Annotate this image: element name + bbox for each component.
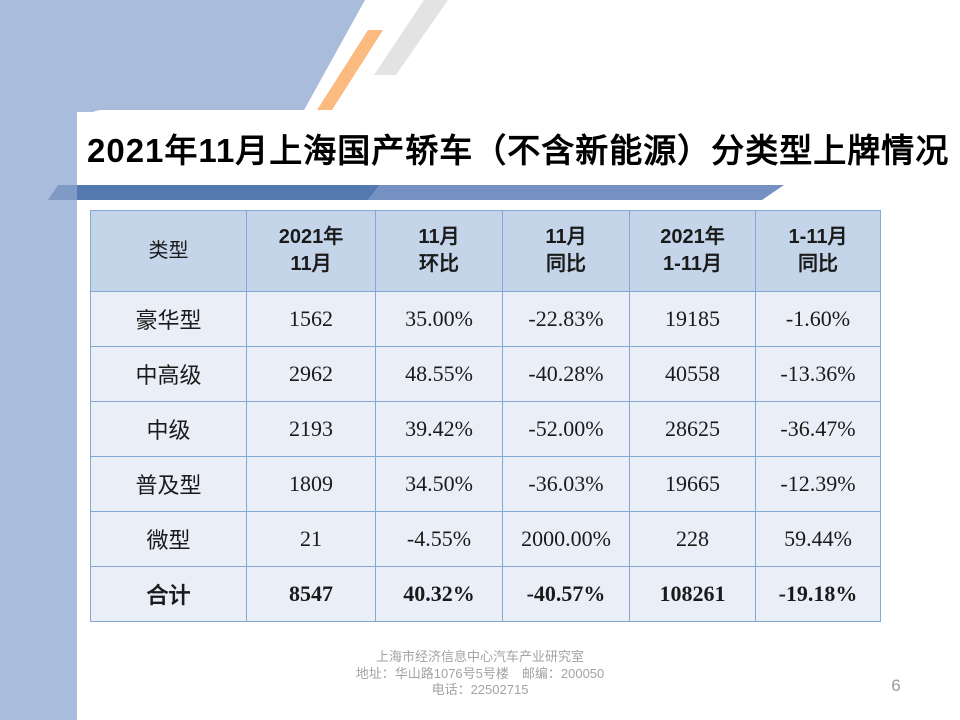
value-cell: -1.60%: [755, 291, 881, 347]
table-row: 中高级 2962 48.55% -40.28% 40558 -13.36%: [90, 346, 881, 402]
value-cell: 1809: [246, 456, 376, 512]
footer: 上海市经济信息中心汽车产业研究室 地址：华山路1076号5号楼 邮编：20005…: [0, 649, 960, 699]
row-label-cell: 合计: [90, 566, 247, 622]
table-body: 豪华型 1562 35.00% -22.83% 19185 -1.60% 中高级 2962 48…: [90, 291, 881, 622]
row-label-cell: 豪华型: [90, 291, 247, 347]
table-row-total: 合计 8547 40.32% -40.57% 108261 -19.18%: [90, 566, 881, 622]
value-cell: -22.83%: [502, 291, 630, 347]
title-bar-left-cap: [48, 185, 77, 200]
value-cell: 19185: [629, 291, 756, 347]
table-row: 豪华型 1562 35.00% -22.83% 19185 -1.60%: [90, 291, 881, 347]
table-header: 类型 2021年 11月 11月 环比 11月 同比 2021年 1-11月 1…: [90, 210, 881, 292]
header-cell-type: 类型: [90, 210, 247, 292]
row-label-cell: 普及型: [90, 456, 247, 512]
value-cell: 2962: [246, 346, 376, 402]
value-cell: -52.00%: [502, 401, 630, 457]
value-cell: 1562: [246, 291, 376, 347]
table-header-row: 类型 2021年 11月 11月 环比 11月 同比 2021年 1-11月 1…: [90, 210, 881, 292]
value-cell: -36.47%: [755, 401, 881, 457]
footer-address-line: 地址：华山路1076号5号楼 邮编：200050: [355, 665, 605, 681]
value-cell: 28625: [629, 401, 756, 457]
header-cell-ytd-volume: 2021年 1-11月: [629, 210, 756, 292]
header-cell-month-volume: 2021年 11月: [246, 210, 376, 292]
value-cell: -36.03%: [502, 456, 630, 512]
value-cell: 2000.00%: [502, 511, 630, 567]
value-cell: 21: [246, 511, 376, 567]
row-label-cell: 中级: [90, 401, 247, 457]
footer-org-line: 上海市经济信息中心汽车产业研究室: [375, 649, 584, 664]
value-cell: -40.57%: [502, 566, 630, 622]
value-cell: -4.55%: [375, 511, 503, 567]
value-cell: 19665: [629, 456, 756, 512]
row-label-cell: 微型: [90, 511, 247, 567]
value-cell: -13.36%: [755, 346, 881, 402]
header-cell-mom: 11月 环比: [375, 210, 503, 292]
value-cell: -19.18%: [755, 566, 881, 622]
value-cell: 8547: [246, 566, 376, 622]
orange-slash-shape: [317, 30, 383, 110]
value-cell: 39.42%: [375, 401, 503, 457]
header-cell-ytd-yoy: 1-11月 同比: [755, 210, 881, 292]
table-row: 中级 2193 39.42% -52.00% 28625 -36.47%: [90, 401, 881, 457]
table-row: 普及型 1809 34.50% -36.03% 19665 -12.39%: [90, 456, 881, 512]
value-cell: -12.39%: [755, 456, 881, 512]
value-cell: 40.32%: [375, 566, 503, 622]
value-cell: 59.44%: [755, 511, 881, 567]
row-label-cell: 中高级: [90, 346, 247, 402]
value-cell: 48.55%: [375, 346, 503, 402]
header-cell-yoy: 11月 同比: [502, 210, 630, 292]
value-cell: 40558: [629, 346, 756, 402]
footer-phone-line: 电话：22502715: [431, 682, 529, 697]
value-cell: -40.28%: [502, 346, 630, 402]
value-cell: 228: [629, 511, 756, 567]
page-number: 6: [891, 676, 901, 695]
gray-slash-shape: [374, 0, 448, 75]
registration-table: 类型 2021年 11月 11月 环比 11月 同比 2021年 1-11月 1…: [90, 210, 881, 622]
page-title: 2021年11月上海国产轿车（不含新能源）分类型上牌情况: [87, 132, 950, 169]
value-cell: 108261: [629, 566, 756, 622]
value-cell: 2193: [246, 401, 376, 457]
table-row: 微型 21 -4.55% 2000.00% 228 59.44%: [90, 511, 881, 567]
value-cell: 35.00%: [375, 291, 503, 347]
value-cell: 34.50%: [375, 456, 503, 512]
